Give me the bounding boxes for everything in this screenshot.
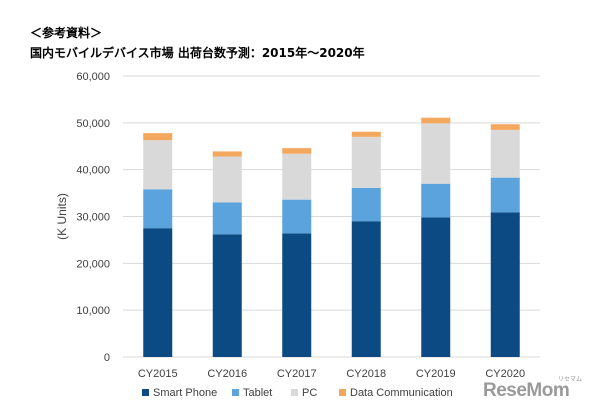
y-axis-ticks: 0 10,000 20,000 30,000 40,000 50,000 60,000: [76, 71, 110, 364]
x-tick-label: CY2019: [416, 368, 456, 380]
bar-pc-cy2019: [421, 123, 451, 184]
y-tick-label: 10,000: [76, 305, 110, 317]
legend-label: Smart Phone: [153, 387, 217, 399]
bar-tablet-cy2016: [212, 202, 242, 235]
reference-label: ＜参考資料＞: [30, 26, 103, 40]
bar-pc-cy2017: [282, 153, 312, 200]
bar-tablet-cy2020: [490, 177, 520, 213]
bar-smart-phone-cy2020: [490, 212, 520, 357]
legend-label: Tablet: [243, 387, 272, 399]
bar-tablet-cy2019: [421, 183, 451, 218]
bar-data-communication-cy2019: [421, 117, 451, 124]
y-tick-label: 0: [104, 352, 110, 364]
bar-smart-phone-cy2017: [282, 233, 312, 357]
bar-tablet-cy2018: [351, 187, 381, 222]
bar-data-communication-cy2020: [490, 124, 520, 130]
y-tick-label: 20,000: [76, 258, 110, 270]
bar-pc-cy2015: [143, 140, 173, 190]
resemom-watermark: ReseMom リセマム: [483, 377, 582, 402]
legend-label: Data Communication: [350, 387, 453, 399]
y-tick-label: 50,000: [76, 118, 110, 130]
legend-swatch-tablet: [232, 389, 239, 396]
x-tick-label: CY2017: [277, 368, 317, 380]
bar-smart-phone-cy2016: [212, 234, 242, 357]
bar-tablet-cy2015: [143, 189, 173, 229]
legend-swatch-data-communication: [339, 389, 346, 396]
bar-pc-cy2016: [212, 156, 242, 203]
bars: [143, 117, 520, 357]
bar-data-communication-cy2018: [351, 131, 381, 137]
bar-tablet-cy2017: [282, 199, 312, 234]
watermark-text: ReseMom: [483, 380, 570, 401]
watermark-sub: リセマム: [558, 377, 583, 383]
legend-label: PC: [302, 387, 317, 399]
gridlines: [123, 75, 540, 358]
bar-smart-phone-cy2015: [143, 228, 173, 357]
bar-data-communication-cy2017: [282, 148, 312, 154]
chart-title: 国内モバイルデバイス市場 出荷台数予測：2015年～2020年: [30, 46, 365, 60]
legend: Smart Phone Tablet PC Data Communication: [142, 387, 453, 399]
bar-pc-cy2020: [490, 129, 520, 178]
y-axis-label: (K Units): [55, 193, 69, 240]
y-tick-label: 60,000: [76, 71, 110, 83]
x-tick-label: CY2020: [485, 368, 525, 380]
x-axis-ticks: CY2015 CY2016 CY2017 CY2018 CY2019 CY2020: [138, 368, 525, 380]
y-tick-label: 30,000: [76, 212, 110, 224]
x-tick-label: CY2016: [207, 368, 247, 380]
x-tick-label: CY2015: [138, 368, 178, 380]
legend-swatch-pc: [291, 389, 298, 396]
x-tick-label: CY2018: [346, 368, 386, 380]
legend-swatch-smart-phone: [142, 389, 149, 396]
bar-data-communication-cy2015: [143, 133, 173, 141]
bar-pc-cy2018: [351, 136, 381, 188]
bar-data-communication-cy2016: [212, 151, 242, 157]
bar-smart-phone-cy2019: [421, 217, 451, 357]
bar-smart-phone-cy2018: [351, 221, 381, 357]
y-tick-label: 40,000: [76, 165, 110, 177]
